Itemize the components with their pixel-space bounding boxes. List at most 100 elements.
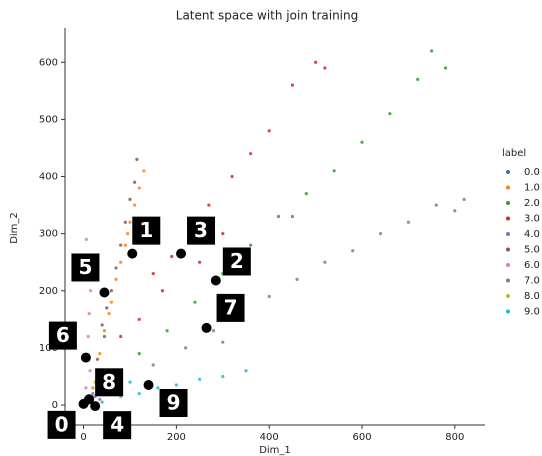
point [360, 141, 363, 144]
point [388, 112, 391, 115]
point [291, 84, 294, 87]
point [268, 129, 271, 132]
point [444, 66, 447, 69]
centroid [144, 380, 154, 390]
point [124, 221, 127, 224]
point [124, 243, 127, 246]
centroid [127, 249, 137, 259]
legend-label: 5.0 [524, 245, 540, 256]
point [161, 289, 164, 292]
legend-label: 8.0 [524, 291, 540, 302]
x-tick-label: 400 [260, 432, 279, 443]
point [128, 221, 131, 224]
point [198, 378, 201, 381]
point [126, 232, 129, 235]
point [221, 232, 224, 235]
point [268, 295, 271, 298]
legend-marker [506, 170, 510, 174]
point [114, 278, 117, 281]
point [184, 346, 187, 349]
point [416, 78, 419, 81]
point [96, 358, 99, 361]
x-tick-label: 200 [167, 432, 186, 443]
y-tick-label: 500 [39, 114, 58, 125]
digit-label: 0 [55, 412, 69, 436]
digit-label: 9 [167, 391, 181, 415]
point [101, 401, 104, 404]
x-tick-label: 0 [80, 432, 86, 443]
point [207, 203, 210, 206]
point [463, 198, 466, 201]
point [135, 158, 138, 161]
legend-label: 2.0 [524, 198, 540, 209]
digit-label: 2 [230, 249, 244, 273]
point [119, 261, 122, 264]
point [98, 398, 101, 401]
point [119, 335, 122, 338]
point [138, 392, 141, 395]
point [277, 215, 280, 218]
point [91, 392, 94, 395]
point [221, 341, 224, 344]
point [152, 272, 155, 275]
point [103, 329, 106, 332]
x-tick-label: 600 [352, 432, 371, 443]
legend-label: 6.0 [524, 260, 540, 271]
point [133, 203, 136, 206]
legend-label: 3.0 [524, 214, 540, 225]
point [221, 375, 224, 378]
point [128, 198, 131, 201]
point [88, 312, 91, 315]
centroid [176, 249, 186, 259]
legend-marker [506, 217, 510, 221]
point [89, 289, 92, 292]
point [244, 369, 247, 372]
point [110, 289, 113, 292]
point [119, 243, 122, 246]
x-tick-label: 800 [445, 432, 464, 443]
point [170, 255, 173, 258]
centroid [84, 394, 94, 404]
point [323, 66, 326, 69]
legend-marker [506, 248, 510, 252]
digit-label: 3 [194, 218, 208, 242]
point [198, 261, 201, 264]
y-tick-label: 0 [52, 400, 58, 411]
y-tick-label: 600 [39, 57, 58, 68]
point [101, 323, 104, 326]
centroid [202, 323, 212, 333]
point [407, 221, 410, 224]
legend-label: 0.0 [524, 167, 540, 178]
point [230, 175, 233, 178]
point [152, 363, 155, 366]
centroid [81, 353, 91, 363]
point [193, 301, 196, 304]
point [105, 306, 108, 309]
point [142, 169, 145, 172]
page: Latent space with join training Dim_1 Di… [0, 0, 542, 456]
legend-marker [506, 232, 510, 236]
point [295, 278, 298, 281]
point [91, 386, 94, 389]
point [291, 215, 294, 218]
point [138, 318, 141, 321]
point [114, 266, 117, 269]
x-axis-label: Dim_1 [259, 445, 291, 456]
point [138, 352, 141, 355]
legend-marker [506, 186, 510, 190]
point [107, 312, 110, 315]
y-tick-label: 300 [39, 229, 58, 240]
legend-label: 9.0 [524, 307, 540, 318]
point [85, 238, 88, 241]
centroid [211, 275, 221, 285]
point [333, 169, 336, 172]
legend-label: 1.0 [524, 183, 540, 194]
legend-title: label [502, 148, 526, 159]
point [88, 369, 91, 372]
point [249, 152, 252, 155]
point [98, 352, 101, 355]
digit-label: 7 [224, 295, 238, 319]
point [249, 243, 252, 246]
point [379, 232, 382, 235]
digit-label: 8 [102, 370, 116, 394]
